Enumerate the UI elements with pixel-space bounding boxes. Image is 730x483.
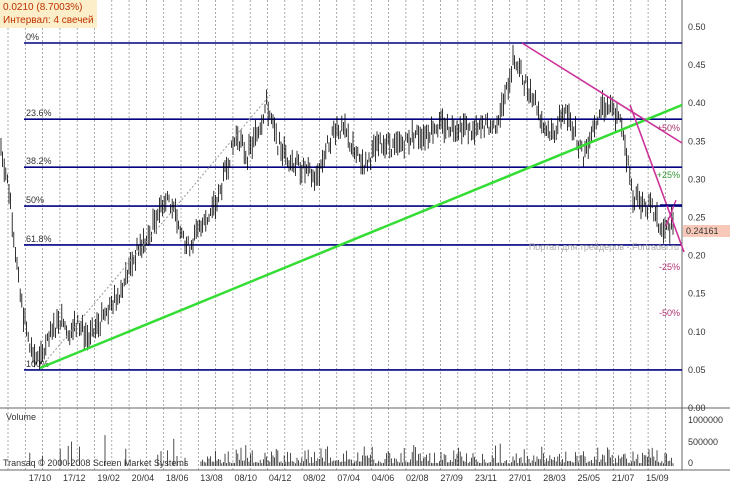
channel-label: +50% bbox=[657, 123, 680, 133]
x-tick-label: 17/10 bbox=[29, 473, 52, 483]
x-tick-label: 04/06 bbox=[372, 473, 395, 483]
x-tick-label: 07/04 bbox=[337, 473, 360, 483]
y-tick-label: 0.50 bbox=[688, 22, 706, 32]
volume-tick-label: 0 bbox=[688, 458, 693, 468]
volume-tick-label: 500000 bbox=[688, 437, 718, 447]
x-tick-label: 20/04 bbox=[132, 473, 155, 483]
y-tick-label: 0.15 bbox=[688, 289, 706, 299]
y-tick-label: 0.40 bbox=[688, 98, 706, 108]
interval-label: Интервал: 4 свечей bbox=[3, 15, 94, 26]
magenta-trend-line bbox=[521, 42, 683, 144]
x-tick-label: 28/03 bbox=[543, 473, 566, 483]
fib-label: 61.8% bbox=[26, 234, 52, 244]
y-tick-label: 0.20 bbox=[688, 251, 706, 261]
last-price-badge bbox=[683, 225, 730, 237]
price-change: 0.0210 (8.7003%) bbox=[3, 2, 83, 13]
y-tick-label: 0.05 bbox=[688, 365, 706, 375]
x-tick-label: 04/12 bbox=[269, 473, 292, 483]
fib-label: 0% bbox=[26, 32, 39, 42]
channel-label: +25% bbox=[657, 170, 680, 180]
y-tick-label: 0.30 bbox=[688, 174, 706, 184]
x-tick-label: 08/10 bbox=[235, 473, 258, 483]
x-tick-label: 18/06 bbox=[166, 473, 189, 483]
channel-label: -25% bbox=[659, 262, 680, 272]
fib-label: 50% bbox=[26, 195, 44, 205]
volume-label: Volume bbox=[6, 412, 36, 422]
y-tick-label: 0.25 bbox=[688, 213, 706, 223]
green-trend-line bbox=[39, 103, 683, 370]
watermark: Портал для трейдеров - Fortrader.ru bbox=[529, 242, 679, 252]
x-tick-label: 23/11 bbox=[475, 473, 497, 483]
x-tick-label: 13/08 bbox=[200, 473, 223, 483]
volume-tick-label: 1000000 bbox=[688, 415, 723, 425]
x-tick-label: 17/12 bbox=[63, 473, 86, 483]
copyright: Transaq © 2000-2008 Screen Market System… bbox=[3, 458, 189, 468]
x-tick-label: 27/01 bbox=[509, 473, 532, 483]
x-tick-label: 19/02 bbox=[97, 473, 120, 483]
magenta-trend-line bbox=[629, 104, 685, 253]
y-tick-label: 0.10 bbox=[688, 327, 706, 337]
fib-label: 23.6% bbox=[26, 108, 52, 118]
x-tick-label: 27/09 bbox=[440, 473, 463, 483]
info-box: 0.0210 (8.7003%) Интервал: 4 свечей bbox=[0, 0, 97, 28]
channel-label: -50% bbox=[659, 308, 680, 318]
last-price-label: 0.24161 bbox=[686, 226, 719, 236]
x-tick-label: 08/02 bbox=[303, 473, 326, 483]
fib-label: 100% bbox=[26, 359, 49, 369]
x-tick-label: 21/07 bbox=[612, 473, 635, 483]
x-tick-label: 15/09 bbox=[646, 473, 669, 483]
y-tick-label: 0.35 bbox=[688, 136, 706, 146]
y-tick-label: 0.45 bbox=[688, 60, 706, 70]
x-tick-label: 25/05 bbox=[578, 473, 601, 483]
fib-label: 38.2% bbox=[26, 156, 52, 166]
x-tick-label: 02/08 bbox=[406, 473, 429, 483]
dashed-trend-line bbox=[39, 94, 271, 369]
y-tick-label: 0.00 bbox=[688, 403, 706, 413]
